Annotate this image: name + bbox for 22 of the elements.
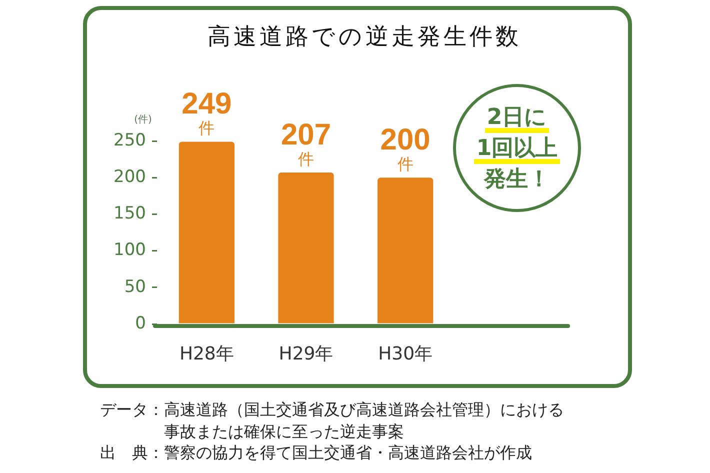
x-tick-label: H29年 [278,343,334,364]
data-label: 207件 [280,118,332,168]
text: 出 典：警察の協力を得て国土交通省・高速道路会社が作成 [100,442,533,464]
text: データ：高速道路（国土交通省及び高速道路会社管理）における事故または確保に至った逆走事案 [100,399,565,442]
y-tick-label: 150 [114,204,146,224]
text: 2日に [486,105,548,130]
y-tick-label: 50 [124,276,146,297]
y-tick-label: 250 [114,130,146,150]
bar [278,172,334,324]
x-tick-label: H30年 [378,343,433,364]
data-label: 200件 [380,124,430,174]
y-tick-label: 100 [114,240,146,260]
y-axis-title: (件) [134,114,152,126]
text: 1回以上 [476,136,558,161]
bar [378,178,434,324]
y-tick-label: 200 [114,167,146,188]
text: 発生！ [484,167,550,192]
bar [178,142,234,324]
data-label: 249件 [182,88,232,138]
x-tick-label: H28年 [179,343,234,364]
chart-title: 高速道路での逆走発生件数 [208,24,522,50]
y-tick-label: 0 [135,313,146,334]
